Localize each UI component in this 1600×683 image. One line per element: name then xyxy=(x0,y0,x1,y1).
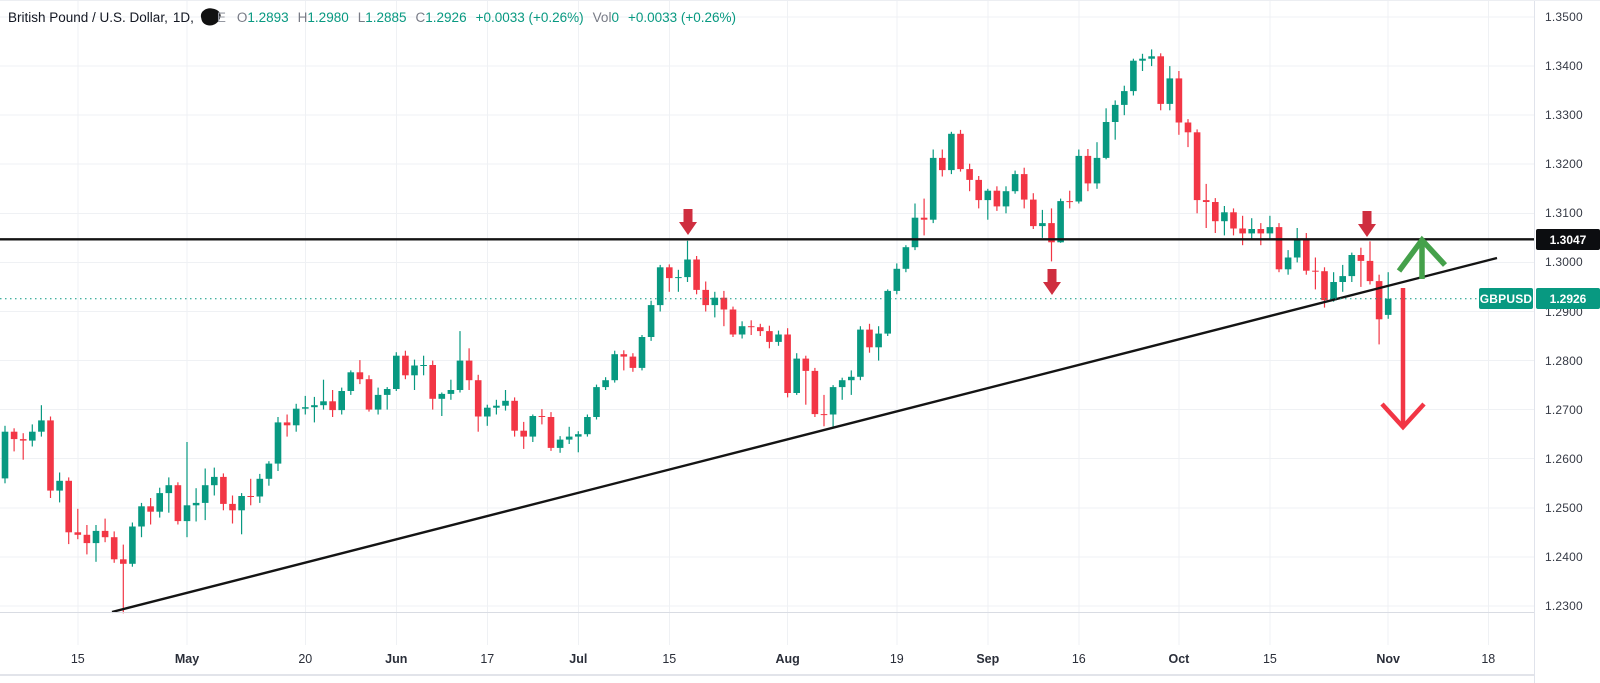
time-tick-label: Jul xyxy=(569,652,588,666)
time-tick-label: Sep xyxy=(976,652,1000,666)
volume-group: Vol0 xyxy=(592,9,619,25)
time-tick-label: Nov xyxy=(1376,652,1400,666)
price-tick-label: 1.2600 xyxy=(1545,451,1583,466)
price-tick-label: 1.3300 xyxy=(1545,108,1583,123)
price-tick-label: 1.2800 xyxy=(1545,353,1583,368)
price-tick-label: 1.3500 xyxy=(1545,10,1583,24)
ohlc-low: L1.2885 xyxy=(357,9,407,25)
symbol-title[interactable]: British Pound / U.S. Dollar, xyxy=(8,9,168,25)
price-tick-label: 1.3200 xyxy=(1545,157,1583,172)
red-down-arrow-nov-retest[interactable] xyxy=(1358,211,1376,237)
grid-layer xyxy=(0,1,1534,645)
red-long-down-arrow-breakdown[interactable] xyxy=(1380,288,1426,431)
time-tick-label: May xyxy=(174,652,200,666)
price-tick-label: 1.3400 xyxy=(1545,59,1583,74)
price-tick-label: 1.3000 xyxy=(1545,255,1583,270)
red-down-arrow-july-peak[interactable] xyxy=(679,209,697,235)
time-tick-label: Jun xyxy=(385,652,408,666)
time-tick-label: 15 xyxy=(662,652,677,666)
price-tick-label: 1.2500 xyxy=(1545,500,1583,515)
time-tick-label: 17 xyxy=(480,652,495,666)
ohlc-high: H1.2980 xyxy=(297,9,349,25)
time-tick-label: 15 xyxy=(70,652,85,666)
time-tick-label: 19 xyxy=(889,652,904,666)
price-chart-canvas[interactable] xyxy=(0,1,1534,661)
time-tick-label: 18 xyxy=(1481,652,1496,666)
time-tick-label: 15 xyxy=(1262,652,1277,666)
candles-layer xyxy=(1,49,1392,614)
change-value: +0.0033 (+0.26%) xyxy=(475,9,584,25)
symbol-header: British Pound / U.S. Dollar, 1D, E O1.28… xyxy=(8,6,736,28)
exchange-logo-scribble xyxy=(200,8,222,26)
price-tick-label: 1.2400 xyxy=(1545,549,1583,564)
volume-change: +0.0033 (+0.26%) xyxy=(627,9,737,25)
exchange-covered-letter: E xyxy=(216,9,226,25)
time-axis[interactable]: 15 May 20 Jun 17 Jul 15 Aug 19 Sep 16 Oct 15 Nov 18 xyxy=(0,612,1600,676)
price-axis[interactable]: 1.3500 1.3400 1.3300 1.3200 1.3100 1.3000 1.29… xyxy=(1534,1,1600,683)
time-tick-label: Aug xyxy=(775,652,800,666)
red-down-arrow-sep-dip[interactable] xyxy=(1043,269,1061,295)
ohlc-close: C1.2926 xyxy=(415,9,467,25)
drawings-layer[interactable] xyxy=(0,209,1534,614)
bottom-edge-divider xyxy=(0,674,1600,676)
time-tick-label: Oct xyxy=(1168,652,1190,666)
time-tick-label: 20 xyxy=(298,652,313,666)
time-tick-label: 16 xyxy=(1071,652,1086,666)
last-price-badge[interactable]: 1.2926 xyxy=(1536,288,1600,309)
ascending-trendline[interactable] xyxy=(111,256,1498,614)
ohlc-open: O1.2893 xyxy=(236,9,289,25)
resistance-price-badge: 1.3047 xyxy=(1536,229,1600,250)
timeframe-label[interactable]: 1D, xyxy=(172,9,194,25)
symbol-price-flag: GBPUSD xyxy=(1479,288,1533,309)
price-tick-label: 1.2300 xyxy=(1545,599,1583,613)
green-up-arrow-breakout[interactable] xyxy=(1396,235,1448,279)
price-tick-label: 1.3100 xyxy=(1545,206,1583,221)
price-tick-label: 1.2700 xyxy=(1545,402,1583,417)
